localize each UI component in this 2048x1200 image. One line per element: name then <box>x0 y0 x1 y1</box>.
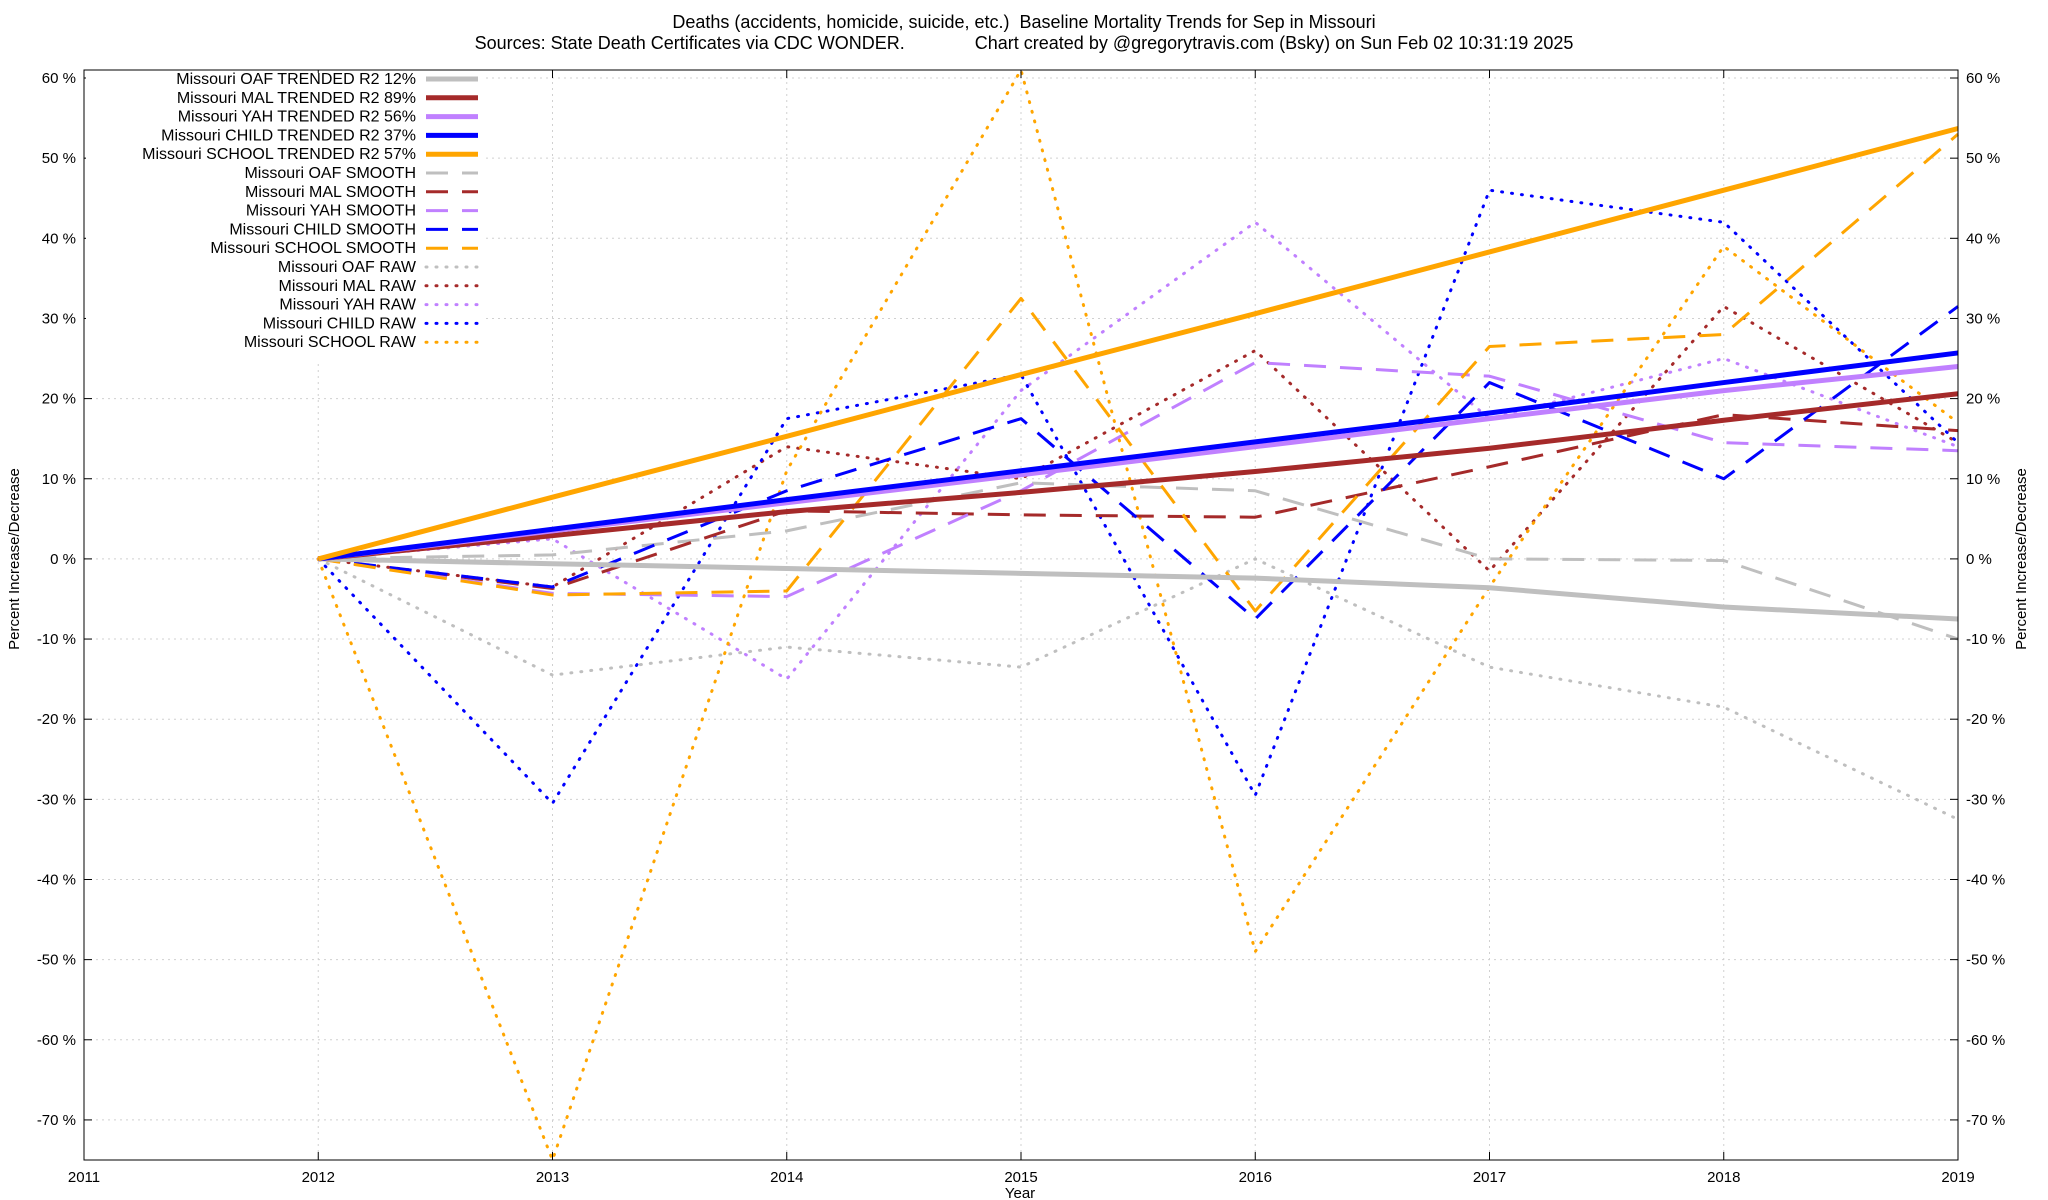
x-tick-label: 2019 <box>1941 1169 1974 1186</box>
legend-label: Missouri MAL RAW <box>279 278 417 295</box>
series-line-missouri-oaf-smooth <box>318 481 1959 641</box>
series-lines <box>316 68 1960 1162</box>
legend-label: Missouri CHILD SMOOTH <box>229 221 416 238</box>
x-tick-label: 2013 <box>536 1169 569 1186</box>
series-line-missouri-school-smooth <box>318 132 1959 613</box>
y2-tick-label: -70 % <box>1966 1112 2005 1129</box>
y2-tick-label: -50 % <box>1966 952 2005 969</box>
y-tick-label: -10 % <box>37 631 76 648</box>
y-tick-label: 50 % <box>42 150 76 167</box>
series-line-missouri-oaf-trended-r2-12 <box>318 556 1959 622</box>
series-line-missouri-yah-raw <box>316 220 1960 681</box>
x-tick-label: 2011 <box>68 1169 100 1186</box>
y2-axis-label: Percent Increase/Decrease <box>2013 468 2030 650</box>
y2-tick-label: 60 % <box>1966 70 2000 87</box>
series-line-missouri-oaf-raw <box>316 557 1960 821</box>
legend-label: Missouri YAH TRENDED R2 56% <box>178 109 416 126</box>
grid <box>84 70 1958 1160</box>
x-tick-label: 2012 <box>302 1169 335 1186</box>
y-tick-label: 10 % <box>42 471 76 488</box>
legend-label: Missouri CHILD TRENDED R2 37% <box>161 127 416 144</box>
series-line-missouri-child-raw <box>316 188 1960 805</box>
series-line-missouri-child-trended-r2-37 <box>317 350 1959 562</box>
chart-subtitle: Sources: State Death Certificates via CD… <box>474 33 1574 53</box>
y2-tick-label: 30 % <box>1966 310 2000 327</box>
legend-label: Missouri YAH SMOOTH <box>246 203 416 220</box>
chart-title: Deaths (accidents, homicide, suicide, et… <box>672 12 1376 32</box>
y-tick-label: -50 % <box>37 952 76 969</box>
series-line-missouri-school-trended-r2-57 <box>317 126 1959 562</box>
series-line-missouri-mal-smooth <box>318 413 1959 591</box>
axis-ticks: 2011 2012 2013 2014 2015 2016 2017 2018 2019 60 %… <box>37 70 2005 1186</box>
y2-tick-label: 20 % <box>1966 391 2000 408</box>
legend-background <box>86 73 486 361</box>
legend-label: Missouri YAH RAW <box>279 297 417 314</box>
legend-label: Missouri OAF TRENDED R2 12% <box>176 71 416 88</box>
legend-label: Missouri SCHOOL RAW <box>244 334 417 351</box>
y-tick-label: -40 % <box>37 871 76 888</box>
y-axis-label: Percent Increase/Decrease <box>6 468 23 650</box>
y2-tick-label: 50 % <box>1966 150 2000 167</box>
series-line-missouri-child-smooth <box>318 305 1959 621</box>
y-tick-label: 40 % <box>42 230 76 247</box>
legend-label: Missouri CHILD RAW <box>263 315 417 332</box>
y-tick-label: -30 % <box>37 791 76 808</box>
legend-label: Missouri SCHOOL SMOOTH <box>210 240 416 257</box>
legend-label: Missouri MAL TRENDED R2 89% <box>177 90 416 107</box>
y2-tick-label: -40 % <box>1966 871 2005 888</box>
y2-tick-label: 0 % <box>1966 551 1992 568</box>
series-line-missouri-mal-trended-r2-89 <box>318 391 1959 562</box>
legend-label: Missouri SCHOOL TRENDED R2 57% <box>142 146 416 163</box>
y2-tick-label: -20 % <box>1966 711 2005 728</box>
y-tick-label: -60 % <box>37 1032 76 1049</box>
legend: Missouri OAF TRENDED R2 12% Missouri MAL … <box>86 71 486 361</box>
y-tick-label: 60 % <box>42 70 76 87</box>
y-tick-label: -70 % <box>37 1112 76 1129</box>
x-tick-label: 2018 <box>1707 1169 1740 1186</box>
y2-tick-label: -60 % <box>1966 1032 2005 1049</box>
y-tick-label: 0 % <box>50 551 76 568</box>
y2-tick-label: 10 % <box>1966 471 2000 488</box>
x-tick-label: 2015 <box>1004 1169 1037 1186</box>
legend-label: Missouri MAL SMOOTH <box>245 184 416 201</box>
y2-tick-label: 40 % <box>1966 230 2000 247</box>
x-tick-label: 2014 <box>770 1169 803 1186</box>
series-line-missouri-mal-raw <box>316 304 1960 589</box>
legend-label: Missouri OAF SMOOTH <box>244 165 416 182</box>
x-axis-label: Year <box>1005 1185 1035 1200</box>
series-line-missouri-school-raw <box>316 68 1960 1162</box>
y2-tick-label: -30 % <box>1966 791 2005 808</box>
y-tick-label: 30 % <box>42 310 76 327</box>
legend-label: Missouri OAF RAW <box>278 259 417 276</box>
y-tick-label: 20 % <box>42 391 76 408</box>
x-tick-label: 2016 <box>1239 1169 1272 1186</box>
x-tick-label: 2017 <box>1473 1169 1506 1186</box>
y-tick-label: -20 % <box>37 711 76 728</box>
y2-tick-label: -10 % <box>1966 631 2005 648</box>
